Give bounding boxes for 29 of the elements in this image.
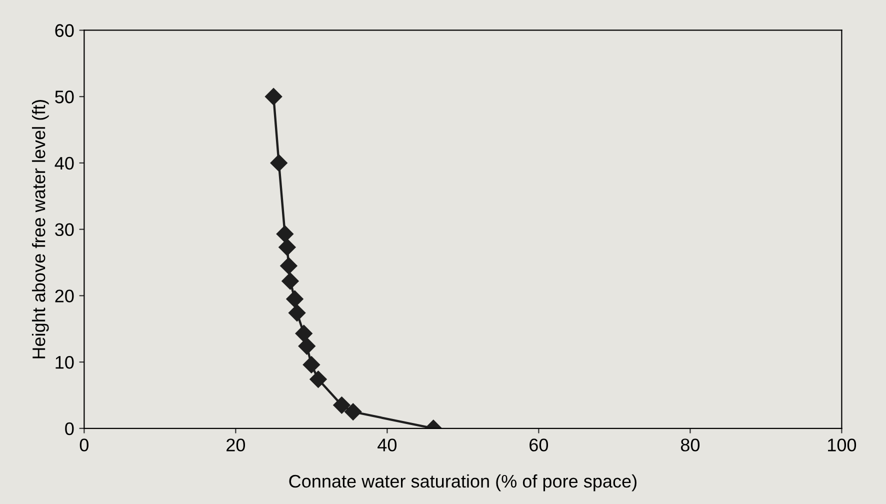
- point: [288, 304, 306, 322]
- x-tick-label: 40: [378, 438, 397, 452]
- x-tick-label: 20: [226, 438, 246, 452]
- point: [333, 396, 350, 414]
- point: [276, 225, 294, 243]
- point: [282, 272, 299, 290]
- x-tick-label: 60: [530, 438, 548, 452]
- x-tick-label: 80: [680, 438, 700, 452]
- y-tick-label: 40: [54, 156, 74, 170]
- point: [278, 238, 296, 256]
- point: [298, 338, 316, 355]
- x-axis-title: Connate water saturation (% of pore space): [289, 474, 636, 492]
- point: [310, 370, 327, 388]
- point: [295, 324, 312, 342]
- point: [280, 257, 298, 274]
- y-tick-label: 50: [55, 90, 74, 104]
- y-tick-label: 30: [55, 223, 74, 236]
- point: [265, 88, 282, 106]
- y-axis-title: Height above free water level (ft): [32, 100, 49, 358]
- x-tick-label: 100: [828, 438, 856, 452]
- y-tick-label: 10: [56, 356, 74, 369]
- y-tick-label: 20: [55, 290, 74, 302]
- x-tick-label: 0: [80, 438, 88, 452]
- y-tick-label: 60: [55, 24, 74, 37]
- point: [344, 403, 362, 420]
- point: [286, 290, 304, 308]
- y-tick-label: 0: [65, 422, 74, 436]
- point: [302, 356, 320, 374]
- point: [270, 154, 288, 172]
